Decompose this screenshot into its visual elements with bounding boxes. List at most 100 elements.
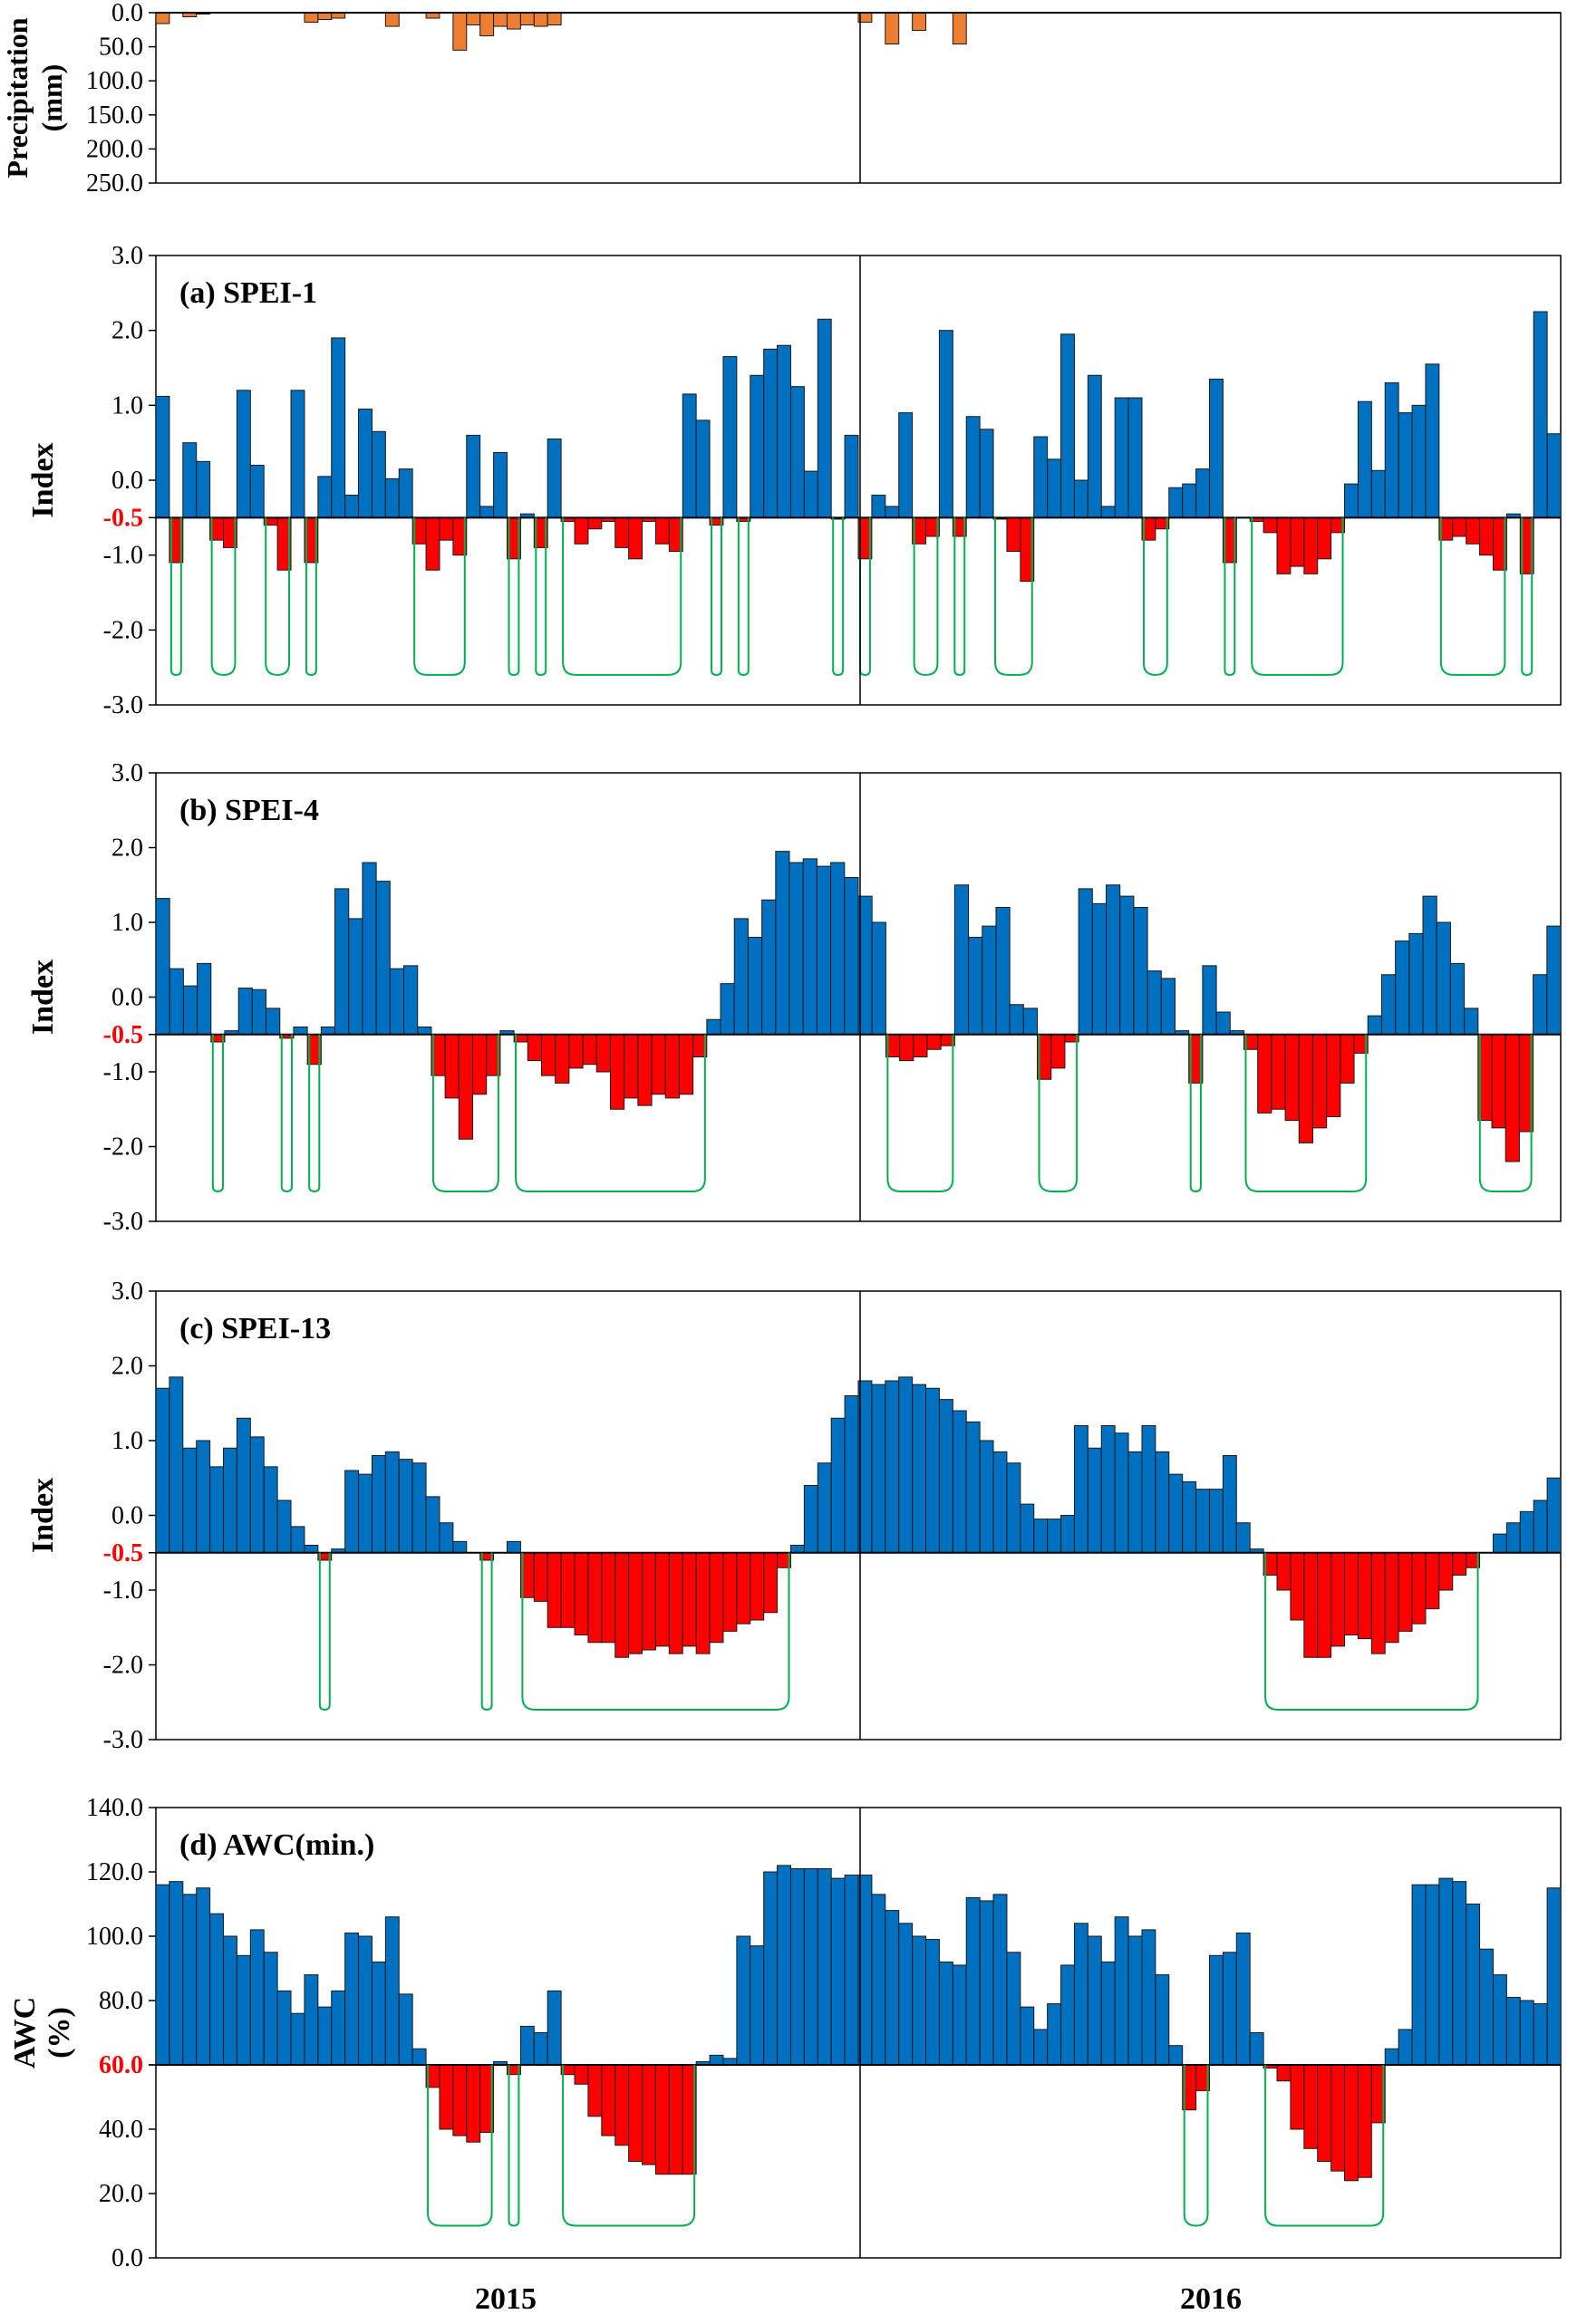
spei4-bar <box>555 1034 570 1084</box>
spei1-bar <box>789 386 805 518</box>
awc-bar <box>912 1935 927 2066</box>
spei4-bar <box>1146 970 1162 1036</box>
precip-ytick-label: 150.0 <box>86 101 143 130</box>
spei13-bar <box>1452 1552 1467 1576</box>
awc-bar <box>1141 1929 1156 2066</box>
spei1-bar <box>1452 516 1467 537</box>
spei13-bar <box>223 1447 237 1554</box>
spei4-bar <box>1422 895 1437 1036</box>
spei4-bar <box>1133 907 1148 1036</box>
spei1-bar <box>398 468 413 518</box>
spei1-bar <box>317 476 333 518</box>
spei1-bar <box>1344 483 1359 518</box>
spei1-bar <box>965 416 981 518</box>
spei13-bar <box>358 1473 372 1554</box>
spei4-bar <box>1380 974 1397 1036</box>
spei4-bar <box>389 968 405 1036</box>
awc-bar <box>885 1910 900 2066</box>
spei1-bar <box>1276 516 1292 574</box>
spei13-bar <box>1114 1432 1129 1554</box>
spei4-ylabel: Index <box>26 959 60 1035</box>
spei4-bar <box>871 921 886 1036</box>
spei1-bar <box>358 408 372 518</box>
spei1-bar <box>155 395 170 518</box>
awc-bar <box>1087 1935 1102 2066</box>
spei4-bar <box>1367 1015 1382 1036</box>
precip-bar <box>155 12 170 24</box>
spei4-bar <box>733 918 749 1036</box>
spei4-bar <box>1160 978 1176 1036</box>
spei13-bar <box>1425 1552 1440 1610</box>
spei1-title: (a) SPEI-1 <box>179 276 317 310</box>
precip-bar <box>912 12 927 32</box>
spei13-bar <box>560 1552 576 1628</box>
spei4-bar <box>293 1027 308 1036</box>
spei1-drought-event <box>1251 517 1344 676</box>
spei13-bar <box>425 1496 440 1554</box>
awc-bar <box>304 1974 319 2066</box>
awc-bar <box>736 1935 751 2066</box>
spei13-bar <box>668 1552 683 1654</box>
spei13-bar <box>992 1451 1008 1554</box>
spei4-bar <box>1326 1034 1341 1117</box>
spei13-bar <box>236 1417 251 1554</box>
spei4-ytick-label: 1.0 <box>111 909 143 937</box>
spei1-panel: -3.0 -2.0 -1.0 0.0 1.0 2.0 3.0 -0.5 (a) SPEI-1 In… <box>26 242 1562 719</box>
awc-bar <box>263 1952 278 2066</box>
spei4-bar <box>1298 1034 1313 1143</box>
awc-bar <box>1033 2029 1049 2066</box>
awc-bar <box>1290 2064 1305 2130</box>
spei1-bar <box>249 464 265 518</box>
awc-bar <box>587 2064 603 2117</box>
spei1-bar <box>547 439 562 518</box>
spei13-panel: -3.0 -2.0 -1.0 0.0 1.0 2.0 3.0 -0.5 (c) SPEI-13 I… <box>26 1278 1562 1754</box>
spei4-bar <box>1504 1034 1520 1162</box>
spei4-bar <box>527 1034 542 1062</box>
spei13-bar <box>1235 1522 1251 1554</box>
awc-bar <box>1398 2029 1413 2066</box>
spei13-ytick-label: -2.0 <box>103 1652 143 1680</box>
spei1-drought-event <box>711 517 722 676</box>
spei1-bar <box>938 330 953 518</box>
awc-bar <box>290 2012 305 2066</box>
awc-bar <box>1505 1996 1521 2066</box>
spei13-bar <box>614 1552 630 1658</box>
spei4-ytick-label: 3.0 <box>111 759 143 787</box>
spei4-bar <box>237 988 253 1036</box>
spei4-ytick-label: -1.0 <box>103 1058 143 1086</box>
spei1-bar <box>1533 311 1548 518</box>
spei4-ytick-label: 0.0 <box>111 984 143 1012</box>
spei1-bar <box>722 356 738 518</box>
spei4-bar <box>169 968 184 1036</box>
precip-ytick-label: 0.0 <box>111 0 143 27</box>
awc-ytick-label: 80.0 <box>99 1987 143 2015</box>
awc-bar <box>317 2006 333 2066</box>
spei4-bar <box>403 965 419 1036</box>
spei4-ytick-label: -2.0 <box>103 1133 143 1162</box>
spei1-drought-event <box>994 517 1033 676</box>
spei4-drought-event <box>1244 1034 1368 1192</box>
awc-drought-event <box>508 2065 520 2227</box>
spei1-bar <box>1195 468 1211 518</box>
spei1-bar <box>682 393 697 518</box>
spei4-title: (b) SPEI-4 <box>179 794 319 827</box>
spei1-drought-event <box>832 517 845 676</box>
spei4-bar <box>830 862 846 1036</box>
awc-bar <box>750 1945 765 2066</box>
spei1-bar <box>695 419 711 518</box>
spei4-bar <box>1533 974 1548 1036</box>
spei13-bar <box>763 1552 779 1614</box>
awc-bar <box>1060 1964 1075 2066</box>
awc-bar <box>196 1887 211 2066</box>
spei13-bar <box>290 1526 305 1554</box>
spei13-bar <box>1276 1552 1292 1591</box>
spei1-bar <box>885 506 900 518</box>
spei1-bar <box>777 344 791 518</box>
awc-title: (d) AWC(min.) <box>179 1828 374 1862</box>
awc-bar <box>1357 2064 1372 2178</box>
awc-bar <box>1479 1948 1494 2066</box>
spei13-threshold-label: -0.5 <box>103 1539 143 1567</box>
spei13-bar <box>1020 1503 1035 1554</box>
awc-ytick-label: 40.0 <box>99 2116 143 2144</box>
spei1-bar <box>1060 333 1075 518</box>
